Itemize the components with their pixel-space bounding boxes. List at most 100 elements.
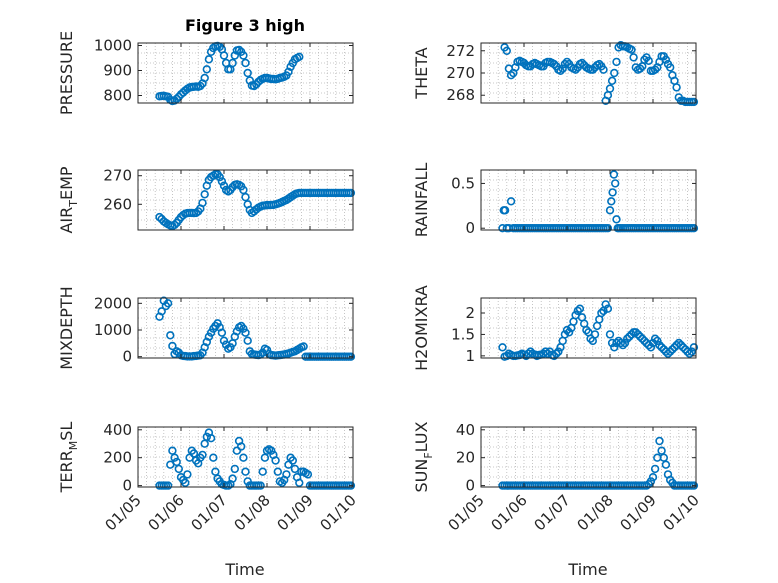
pressure-point [202,65,212,74]
terr-msl-point [198,450,207,460]
terr-msl-point [303,470,313,479]
h2omixra-point [650,334,660,343]
h2omixra-point [597,308,606,318]
mixdepth-point [163,299,173,308]
terr-msl-axes-frame [137,426,354,488]
theta-point [562,57,572,67]
h2omixra-point [618,340,628,350]
h2omixra-point [610,343,619,352]
pressure-ylabel: PRESSURE [57,31,76,115]
h2omixra-point [687,347,696,356]
h2omixra-point [564,328,574,337]
panel-pressure: 800 900 1000 PRESSURE [57,31,354,115]
mixdepth-point [157,307,166,316]
pressure-point [219,51,229,60]
terr-msl-ytick-label: 0 [122,477,132,495]
air-temp-point [198,198,207,208]
h2omixra-ytick-label: 1 [465,347,475,365]
h2omixra-point [653,336,662,346]
theta-ytick-label: 268 [446,86,475,104]
terr-msl-point [183,470,192,479]
h2omixra-point [603,304,613,313]
h2omixra-point [635,332,645,341]
terr-msl-ytick-label: 400 [103,421,132,439]
rainfall-point [609,170,619,179]
terr-msl-point [206,434,216,443]
theta-point [610,68,619,78]
sun-flux-point [646,477,656,486]
h2omixra-point [541,347,550,356]
air-temp-ylabel: AIRTEMP [57,166,80,233]
h2omixra-point [586,334,595,343]
theta-point [607,76,617,86]
terr-msl-point [267,446,276,455]
pressure-point [228,58,237,68]
terr-msl-point [288,456,297,465]
mixdepth-point [243,336,252,345]
h2omixra-point [582,325,591,335]
h2omixra-point [646,343,656,352]
h2omixra-axes-frame [480,297,697,359]
h2omixra-point [573,306,582,316]
sun-flux-point [648,473,658,482]
panel-h2omixra: 1 1.5 2 H2OMIXRA [412,285,699,371]
terr-msl-point [202,432,212,441]
panel-rainfall: 0 0.5 RAINFALL [412,163,699,237]
rainfall-point [612,215,621,224]
pressure-point [245,76,255,85]
theta-point [640,55,649,64]
rainfall-point [610,179,620,188]
sun-flux-point [655,436,664,446]
h2omixra-point [562,325,572,335]
pressure-axes-frame [137,42,354,104]
air-temp-point [239,185,248,195]
terr-msl-point [230,464,240,474]
rainfall-ytick-label: 0.5 [451,174,475,192]
mixdepth-point [213,319,222,328]
terr-msl-point [181,478,190,487]
rainfall-plot-area [481,170,696,230]
h2omixra-point [605,330,615,339]
mixdepth-ytick-label: 1000 [94,321,132,339]
mixdepth-point [219,336,229,345]
h2omixra-point [620,338,630,348]
rainfall-point [689,224,699,233]
h2omixra-point [622,334,632,343]
pressure-point [243,68,252,78]
sun-flux-ytick-label: 40 [456,421,475,439]
h2omixra-point [633,330,643,339]
theta-point [502,46,511,55]
terr-msl-point [163,481,173,490]
pressure-ytick-label: 900 [103,62,132,80]
air-temp-point [200,190,209,199]
rainfall-point [608,188,617,197]
theta-point [506,70,516,80]
terr-msl-point [273,467,282,476]
air-temp-ytick-label: 270 [103,167,132,185]
mixdepth-point [217,328,227,337]
terr-msl-point [237,442,246,451]
theta-point [650,65,660,74]
time-axis-label-left: Time [224,560,264,579]
pressure-point [234,45,244,55]
air-temp-axes-frame [137,169,354,231]
terr-msl-point [189,449,199,458]
air-temp-point [219,181,229,190]
mixdepth-ytick-label: 2000 [94,294,132,312]
pressure-ytick-label: 1000 [94,37,132,55]
terr-msl-plot-area [138,427,353,487]
theta-point [588,65,597,74]
terr-msl-ylabel: TERRMSL [57,422,80,494]
sun-flux-axes-frame [480,426,697,488]
mixdepth-point [346,352,356,361]
terr-msl-point [170,453,179,462]
pressure-point [241,58,250,68]
h2omixra-point [689,343,699,352]
terr-msl-point [243,477,252,486]
h2omixra-point [640,336,649,346]
terr-msl-point [228,474,237,483]
mixdepth-point [299,342,308,351]
pressure-point [230,51,240,60]
mixdepth-point [239,324,248,333]
